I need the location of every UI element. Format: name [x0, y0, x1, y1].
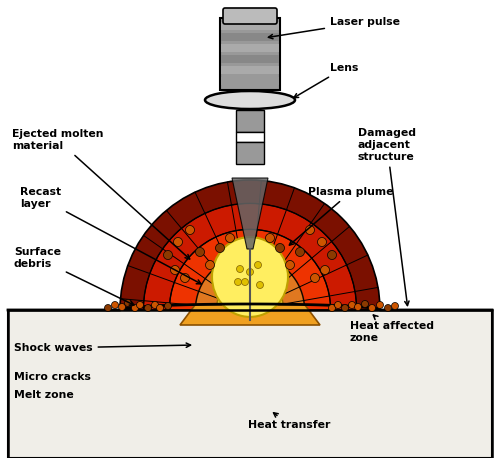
Bar: [221, 44, 279, 52]
Bar: [236, 142, 264, 164]
Circle shape: [174, 238, 182, 246]
Circle shape: [286, 261, 294, 269]
Circle shape: [342, 305, 348, 311]
Text: Damaged
adjacent
structure: Damaged adjacent structure: [358, 128, 416, 305]
Ellipse shape: [205, 91, 295, 109]
Circle shape: [132, 305, 138, 311]
Circle shape: [376, 301, 384, 309]
Bar: [8, 310, 492, 458]
Ellipse shape: [212, 237, 288, 317]
Bar: [221, 77, 279, 85]
Bar: [236, 132, 264, 142]
Text: Ejected molten
material: Ejected molten material: [12, 129, 190, 259]
Bar: [238, 90, 262, 102]
Circle shape: [392, 302, 398, 310]
Circle shape: [348, 301, 356, 309]
Text: Heat transfer: Heat transfer: [248, 413, 330, 430]
Circle shape: [226, 234, 234, 242]
Circle shape: [306, 225, 314, 234]
Circle shape: [136, 301, 143, 309]
Circle shape: [384, 305, 392, 311]
Circle shape: [368, 305, 376, 311]
Circle shape: [362, 300, 368, 307]
Wedge shape: [170, 229, 330, 310]
Circle shape: [256, 282, 264, 289]
Circle shape: [104, 305, 112, 311]
Circle shape: [254, 262, 262, 268]
Text: Micro cracks: Micro cracks: [14, 372, 91, 382]
Circle shape: [164, 251, 172, 260]
Circle shape: [112, 301, 118, 309]
Bar: [220, 18, 280, 90]
Circle shape: [144, 305, 152, 311]
Circle shape: [296, 247, 304, 256]
Bar: [236, 110, 264, 132]
Text: Heat affected
zone: Heat affected zone: [350, 315, 434, 343]
Wedge shape: [216, 276, 284, 310]
Circle shape: [180, 273, 190, 283]
Polygon shape: [180, 305, 320, 325]
Circle shape: [276, 244, 284, 252]
Bar: [221, 22, 279, 30]
Text: Recast
layer: Recast layer: [20, 187, 201, 284]
Circle shape: [310, 273, 320, 283]
Circle shape: [164, 302, 172, 310]
Text: Plasma plume: Plasma plume: [290, 187, 394, 245]
Circle shape: [206, 261, 214, 269]
Circle shape: [266, 234, 274, 242]
Text: Lens: Lens: [294, 63, 358, 98]
Circle shape: [242, 278, 248, 285]
Circle shape: [186, 225, 194, 234]
Bar: [221, 33, 279, 41]
Circle shape: [236, 266, 244, 273]
Text: Melt zone: Melt zone: [14, 390, 74, 400]
Wedge shape: [144, 203, 356, 310]
Text: Shock waves: Shock waves: [14, 343, 190, 353]
Circle shape: [318, 238, 326, 246]
Circle shape: [320, 266, 330, 274]
Circle shape: [334, 301, 342, 309]
Circle shape: [118, 304, 126, 311]
Bar: [221, 55, 279, 63]
Wedge shape: [120, 180, 380, 310]
Circle shape: [328, 251, 336, 260]
Circle shape: [156, 305, 164, 311]
Circle shape: [354, 304, 362, 311]
Circle shape: [328, 305, 336, 311]
Polygon shape: [232, 178, 268, 249]
Circle shape: [246, 268, 254, 276]
Circle shape: [196, 247, 204, 256]
Wedge shape: [196, 256, 304, 310]
Text: Surface
debris: Surface debris: [14, 247, 134, 305]
Text: Laser pulse: Laser pulse: [268, 17, 400, 39]
Circle shape: [152, 301, 158, 309]
Circle shape: [234, 278, 242, 285]
Bar: [221, 66, 279, 74]
Bar: [8, 310, 492, 458]
FancyBboxPatch shape: [223, 8, 277, 24]
Circle shape: [170, 266, 179, 274]
Circle shape: [216, 244, 224, 252]
Circle shape: [124, 300, 132, 306]
